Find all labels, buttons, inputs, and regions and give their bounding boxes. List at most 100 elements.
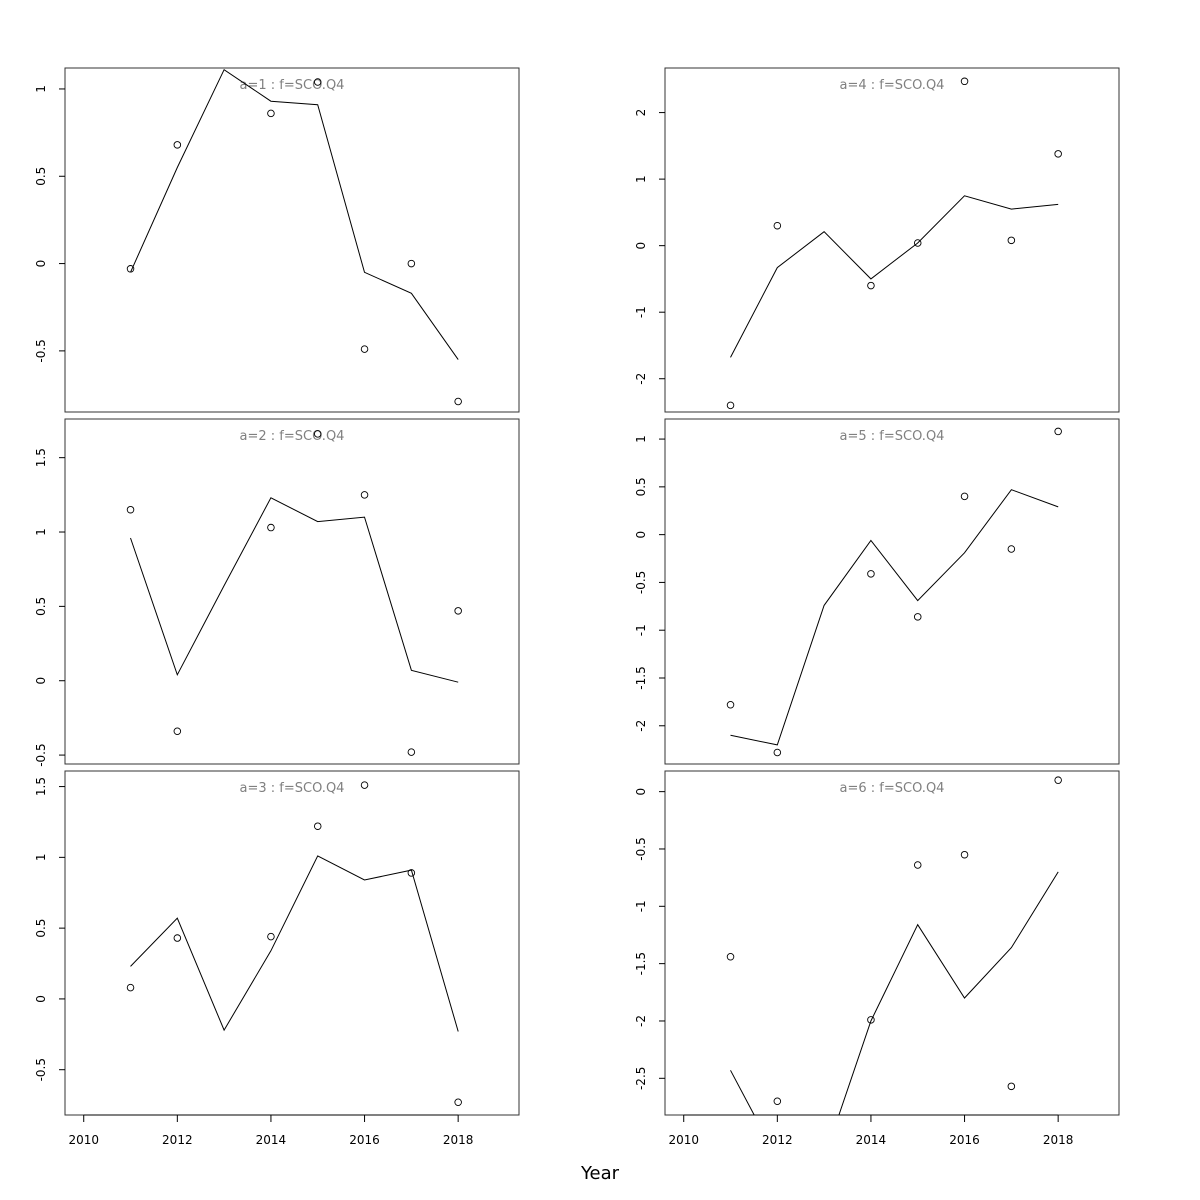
observed-point (360, 491, 369, 499)
fitted-line (730, 871, 1059, 1115)
observed-point (913, 613, 922, 621)
y-tick-label: -2 (634, 373, 648, 385)
y-tick-label: 0 (634, 788, 648, 796)
observed-point (960, 492, 969, 501)
fitted-line (730, 489, 1059, 746)
x-tick-label: 2014 (256, 1133, 287, 1147)
observed-point (726, 953, 735, 961)
x-tick-label: 2010 (68, 1133, 99, 1147)
fitted-line (130, 68, 459, 360)
panel-5: -0.5 0 0.5 1 1.5 2010 2012 2014 2016 2018 a=3 : f=… (34, 770, 520, 1147)
panel-title: a=2 : f=SCO.Q4 (240, 429, 345, 444)
panel-2: -2 -1 0 1 2 a=4 : f=SCO.Q4 (634, 67, 1120, 413)
observed-point (1007, 545, 1016, 553)
observed-point (960, 850, 969, 859)
observed-point (407, 748, 416, 756)
observed-point (407, 869, 416, 877)
observed-point (867, 281, 875, 290)
observed-point (454, 607, 462, 615)
x-tick-label: 2016 (349, 1133, 380, 1147)
y-tick-label: -2.5 (634, 1067, 648, 1090)
observed-point (267, 523, 275, 532)
panel-6: -2.5 -2 -1.5 -1 -0.5 0 2010 2012 2014 2016 2018 a=6… (634, 770, 1120, 1147)
y-tick-label: 0 (34, 260, 48, 268)
panel-title: a=3 : f=SCO.Q4 (240, 781, 345, 796)
y-tick-label: -0.5 (34, 743, 48, 766)
y-tick-label: -0.5 (34, 1058, 48, 1081)
panel-4: -2 -1.5 -1 -0.5 0 0.5 1 a=5 : f=SCO.Q4 (634, 418, 1120, 765)
y-tick-label: 0.5 (34, 597, 48, 616)
observed-point (173, 727, 182, 736)
y-tick-label: 1 (34, 528, 48, 536)
y-tick-label: 0 (634, 531, 648, 539)
x-tick-label: 2016 (949, 1133, 980, 1147)
observed-point (126, 983, 135, 992)
observed-point (407, 259, 416, 268)
observed-point (1054, 776, 1062, 784)
plot-frame (664, 770, 1120, 1116)
x-tick-label: 2018 (1043, 1133, 1074, 1147)
observed-point (1007, 1082, 1016, 1091)
observed-point (1054, 150, 1062, 158)
observed-point (867, 570, 875, 578)
y-tick-label: 0 (634, 242, 648, 250)
fitted-line (130, 497, 459, 683)
y-tick-label: -1 (634, 900, 648, 912)
observed-point (173, 141, 182, 149)
plot-frame (664, 418, 1120, 765)
observed-point (267, 109, 275, 118)
observed-point (360, 345, 369, 353)
y-tick-label: 0.5 (634, 477, 648, 496)
y-tick-label: 0 (34, 995, 48, 1003)
y-tick-label: 1 (34, 854, 48, 862)
y-tick-label: -0.5 (34, 339, 48, 362)
observed-point (726, 700, 735, 709)
observed-point (773, 1097, 782, 1105)
plot-frame (664, 67, 1120, 413)
y-tick-label: 1 (634, 435, 648, 443)
observed-point (360, 781, 369, 789)
observed-point (960, 77, 969, 86)
x-tick-label: 2012 (762, 1133, 793, 1147)
y-tick-label: -1 (634, 306, 648, 318)
panel-title: a=6 : f=SCO.Q4 (840, 781, 945, 796)
x-tick-label: 2014 (856, 1133, 887, 1147)
observed-point (173, 934, 182, 942)
x-tick-label: 2010 (668, 1133, 699, 1147)
y-tick-label: 0 (34, 677, 48, 685)
y-tick-label: 0.5 (34, 167, 48, 186)
fitted-line (130, 855, 459, 1032)
observed-point (313, 78, 322, 86)
observed-point (1007, 236, 1016, 245)
y-tick-label: -1 (634, 624, 648, 636)
observed-point (1054, 427, 1062, 436)
observed-point (454, 397, 462, 406)
observed-point (313, 430, 322, 438)
plot-frame (64, 67, 520, 413)
observed-point (773, 221, 782, 230)
panel-title: a=5 : f=SCO.Q4 (840, 429, 945, 444)
plot-frame (64, 418, 520, 765)
observed-point (313, 822, 322, 830)
observed-point (454, 1098, 462, 1107)
observed-point (773, 748, 782, 757)
observed-point (267, 932, 275, 941)
panel-title: a=4 : f=SCO.Q4 (840, 78, 945, 93)
x-tick-label: 2012 (162, 1133, 193, 1147)
plot-frame (64, 770, 520, 1116)
y-tick-label: 1.5 (34, 448, 48, 467)
y-tick-label: -1.5 (634, 666, 648, 689)
y-tick-label: -0.5 (634, 837, 648, 860)
observed-point (726, 401, 735, 410)
observed-point (867, 1016, 875, 1024)
x-axis-title: Year (580, 1163, 620, 1184)
panel-3: -0.5 0 0.5 1 1.5 a=2 : f=SCO.Q4 (34, 418, 520, 767)
y-tick-label: -2 (634, 720, 648, 732)
observed-point (126, 265, 135, 273)
fitted-line (730, 195, 1059, 358)
observed-point (913, 239, 922, 247)
panel-1: -0.5 0 0.5 1 a=1 : f=SCO.Q4 (34, 67, 520, 413)
x-tick-label: 2018 (443, 1133, 474, 1147)
y-tick-label: 1 (34, 85, 48, 93)
